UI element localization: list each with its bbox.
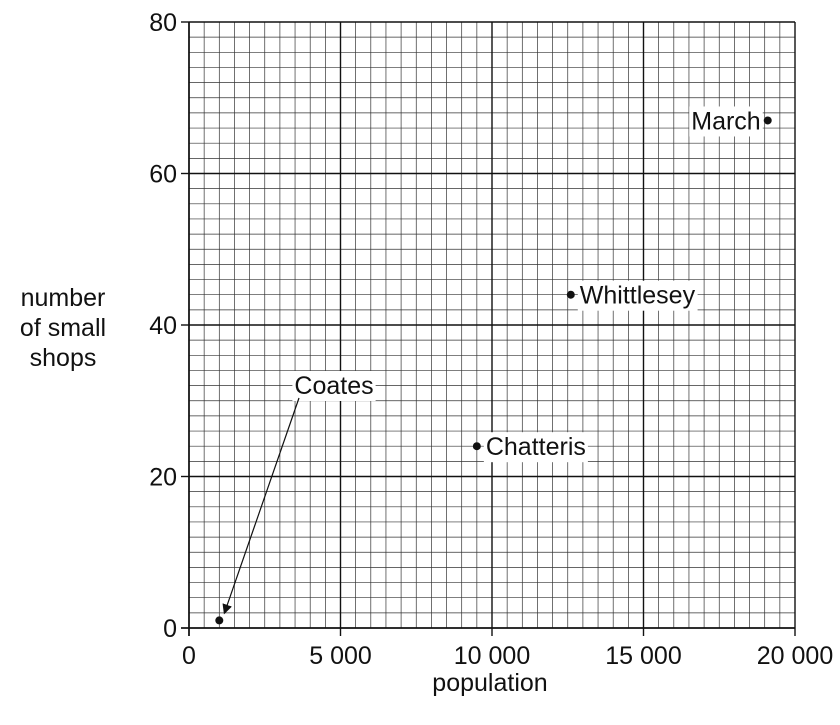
y-axis-label-line: number: [20, 284, 106, 312]
x-tick-label: 0: [182, 642, 196, 670]
x-tick-label: 5 000: [309, 642, 372, 670]
x-tick-labels: 0 5 000 10 000 15 000 20 000: [182, 628, 833, 670]
point-label: March: [691, 107, 760, 135]
point-label-background: [483, 432, 588, 463]
data-points: Chatteris Whittlesey March Coates: [215, 106, 772, 625]
point-label-background: [689, 106, 763, 137]
data-point: [566, 290, 575, 299]
point-label: Whittlesey: [580, 282, 696, 310]
data-point: [215, 616, 224, 625]
point-label-background: [292, 371, 376, 401]
y-tick-label: 40: [149, 312, 177, 340]
y-tick-label: 20: [149, 464, 177, 492]
y-axis-label: number of small shops: [4, 283, 122, 373]
x-tick-label: 15 000: [605, 642, 681, 670]
y-tick-labels: 0 20 40 60 80: [149, 9, 189, 643]
axes: [181, 22, 795, 636]
x-tick-label: 10 000: [454, 642, 530, 670]
y-tick-label: 60: [149, 161, 177, 189]
y-axis-label-line: shops: [29, 344, 97, 372]
y-tick-label: 0: [163, 615, 177, 643]
x-tick-label: 20 000: [757, 642, 833, 670]
x-axis-label: population: [432, 669, 548, 697]
point-label-background: [577, 280, 698, 311]
data-point: [763, 116, 772, 125]
y-axis-label-line: of small: [19, 314, 107, 342]
y-tick-label: 80: [149, 9, 177, 37]
point-label: Chatteris: [486, 433, 586, 461]
point-label: Coates: [294, 372, 373, 400]
data-point: [472, 442, 481, 451]
coates-pointer-arrow: [222, 397, 300, 615]
